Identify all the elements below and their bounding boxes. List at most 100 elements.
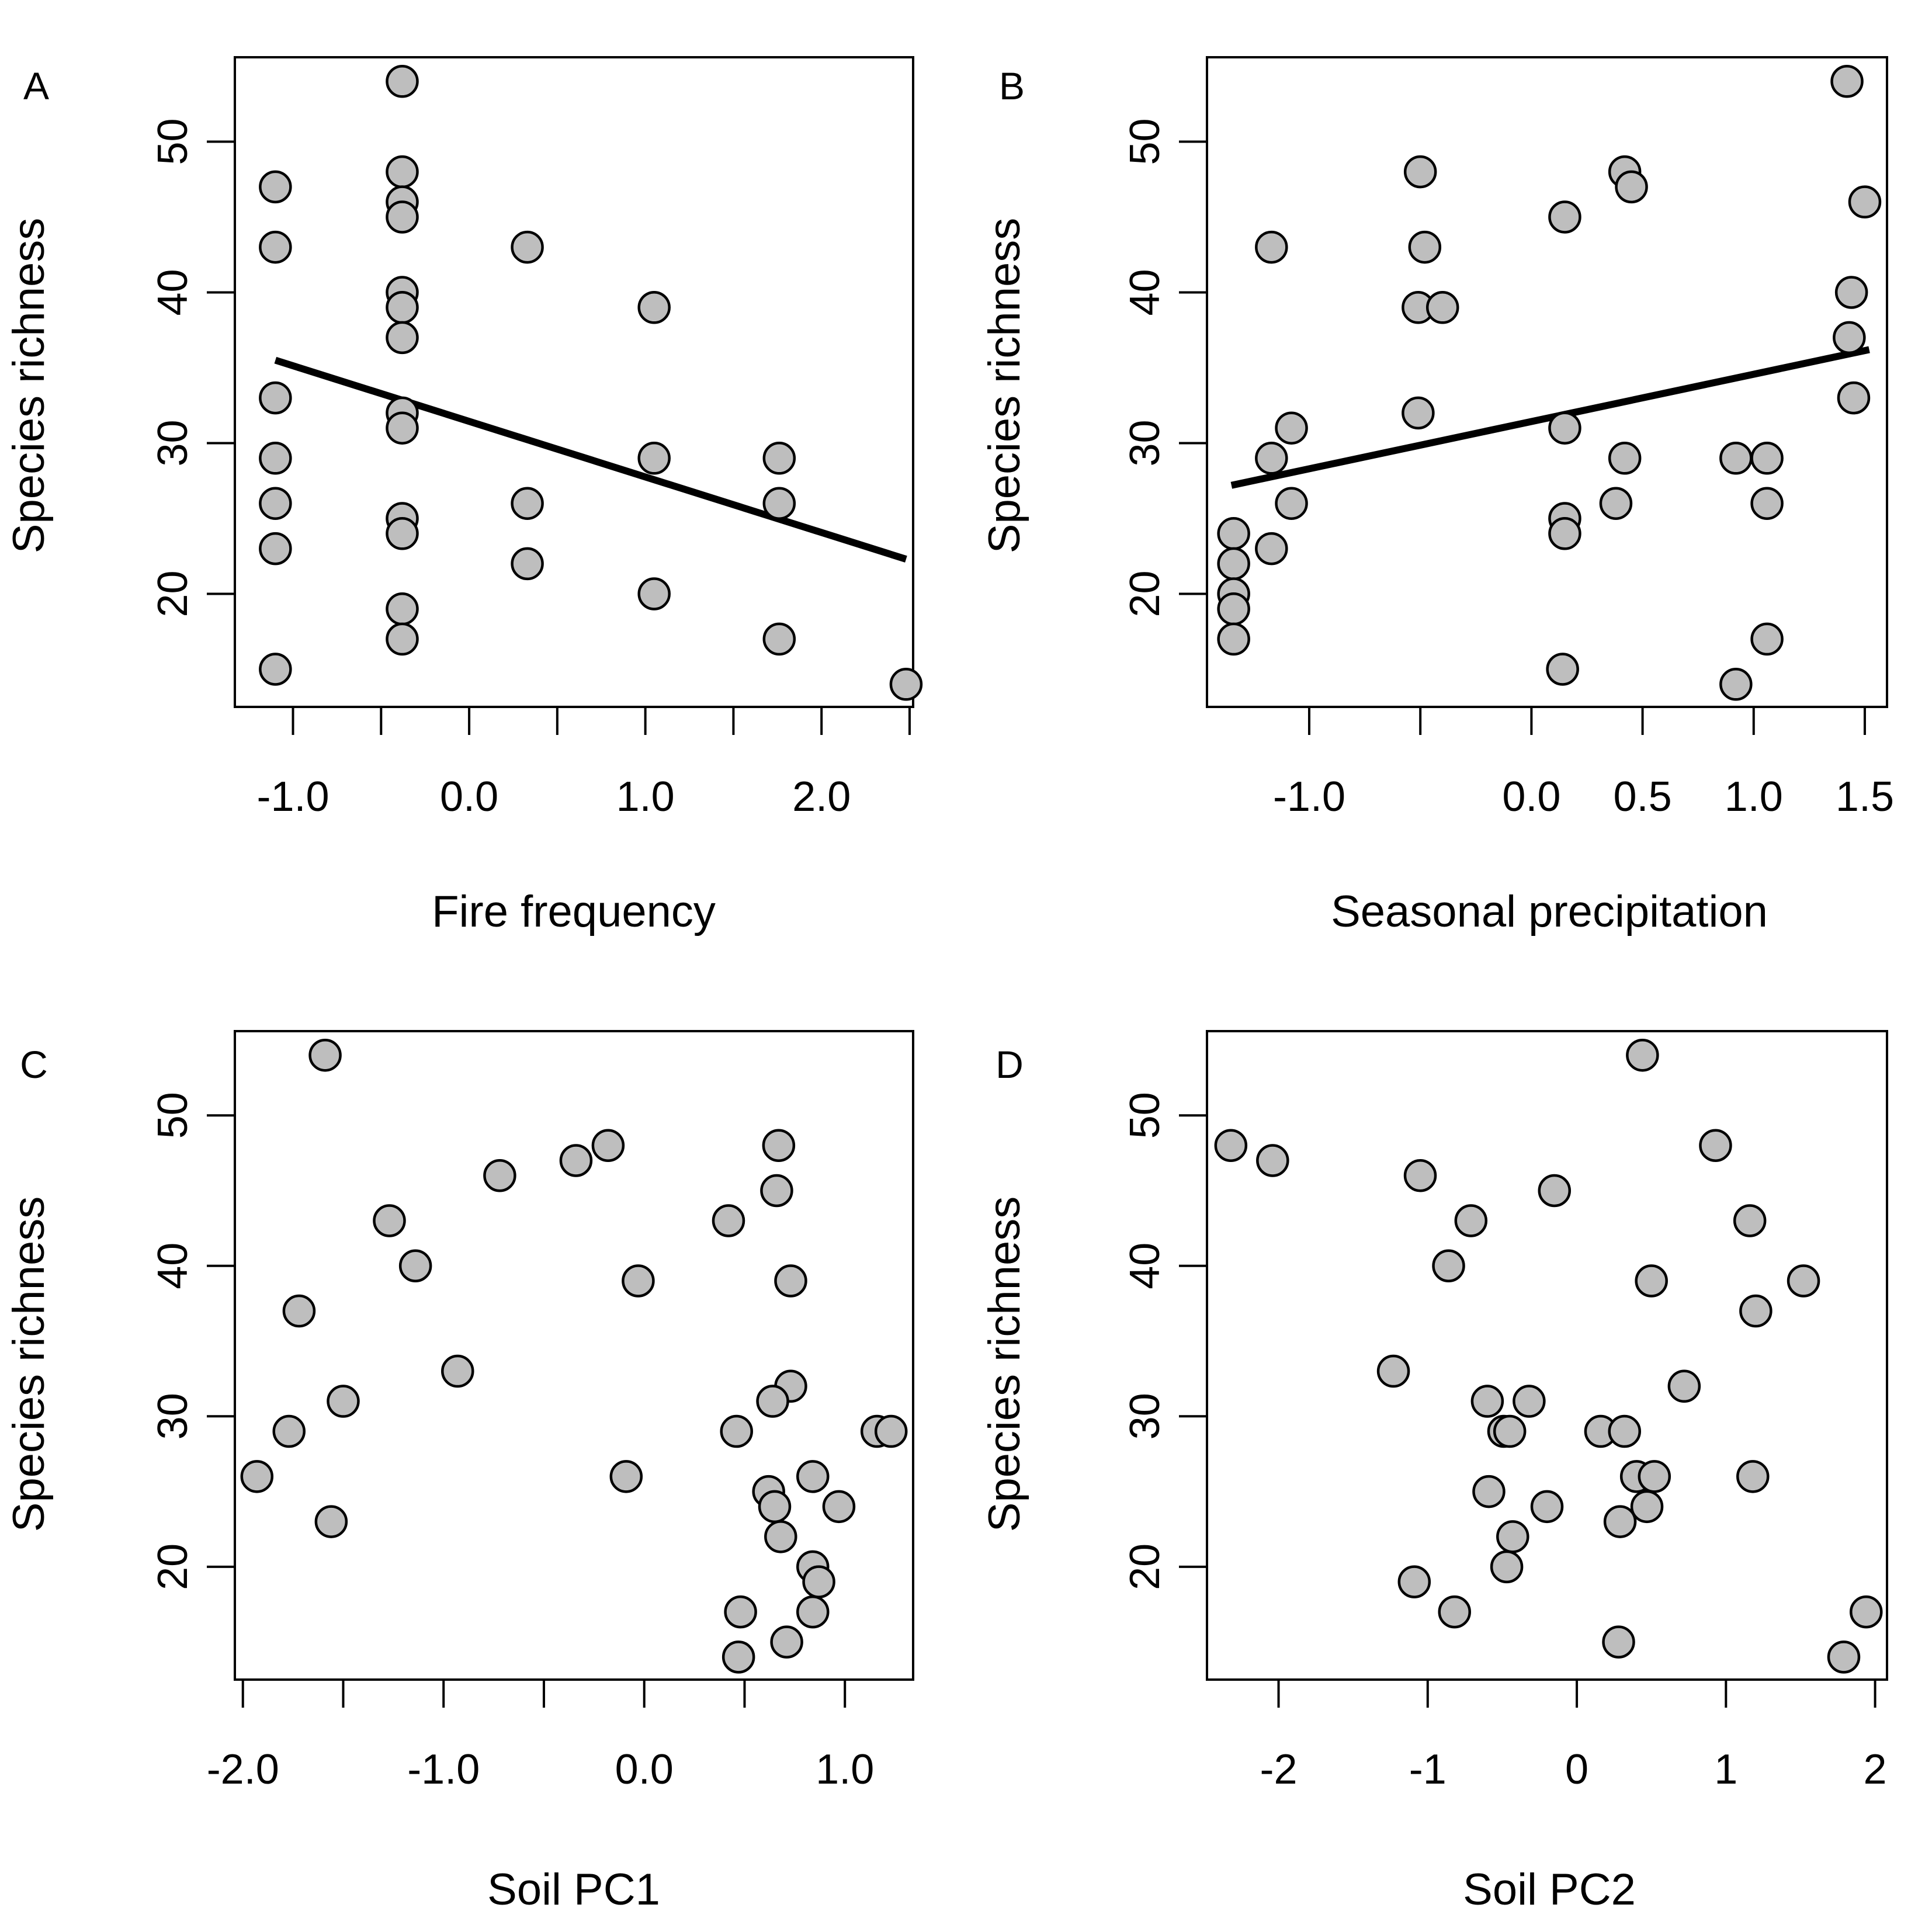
data-point-b — [1719, 668, 1753, 701]
axis-ticks-d: -2 -1 0 1 2 20 30 40 50 — [1122, 1030, 1888, 1793]
data-point-d — [1635, 1264, 1668, 1298]
data-point-c — [762, 1129, 796, 1162]
data-point-d — [1513, 1385, 1546, 1418]
data-point-a — [511, 547, 544, 581]
data-point-a — [637, 291, 671, 324]
data-point-c — [622, 1264, 655, 1298]
data-point-a — [889, 668, 923, 701]
data-point-a — [259, 230, 292, 264]
data-point-a — [386, 517, 419, 550]
data-point-d — [1438, 1595, 1471, 1629]
data-point-c — [874, 1414, 908, 1448]
x-tick-label-a: 2.0 — [792, 774, 851, 820]
data-point-b — [1834, 276, 1868, 309]
data-point-c — [591, 1129, 625, 1162]
y-axis-label-d: Species richness — [980, 1196, 1029, 1532]
panel-a: A Species richness Fire frequency -1.0 0.… — [4, 56, 923, 936]
data-point-c — [796, 1595, 830, 1629]
data-point-c — [796, 1460, 830, 1493]
y-tick-label-c: 20 — [150, 1543, 196, 1590]
panel-label-b: B — [999, 64, 1025, 107]
data-point-d — [1667, 1369, 1701, 1403]
plot-frame-c — [234, 1030, 914, 1681]
y-tick-label-b: 50 — [1122, 118, 1168, 165]
regression-line-a — [274, 356, 907, 563]
data-point-b — [1837, 381, 1871, 415]
data-point-a — [637, 577, 671, 611]
data-point-b — [1402, 396, 1435, 430]
data-point-c — [724, 1595, 757, 1629]
y-tick-label-b: 40 — [1122, 269, 1168, 315]
data-point-b — [1425, 291, 1459, 324]
data-point-b — [1608, 442, 1642, 475]
data-point-b — [1255, 532, 1288, 566]
data-point-b — [1255, 230, 1288, 264]
data-point-c — [314, 1505, 348, 1538]
y-tick-label-a: 50 — [150, 118, 196, 165]
data-point-b — [1255, 442, 1288, 475]
data-point-d — [1214, 1129, 1248, 1162]
axis-ticks-c: -2.0 -1.0 0.0 1.0 20 30 40 50 — [150, 1030, 914, 1793]
data-point-a — [386, 622, 419, 656]
data-point-b — [1615, 170, 1648, 204]
data-point-c — [373, 1204, 406, 1237]
data-point-d — [1638, 1460, 1671, 1493]
x-tick-label-a: 1.0 — [616, 774, 675, 820]
data-point-a — [762, 487, 796, 520]
data-point-c — [802, 1565, 835, 1598]
panel-d: D Species richness Soil PC2 -2 -1 0 1 2 20 30 4… — [980, 1030, 1888, 1914]
panel-label-c: C — [20, 1043, 48, 1086]
data-point-b — [1275, 411, 1308, 445]
data-point-c — [764, 1520, 797, 1553]
data-point-b — [1403, 155, 1437, 189]
data-point-c — [398, 1249, 432, 1283]
data-point-c — [756, 1385, 789, 1418]
y-tick-label-d: 40 — [1122, 1243, 1168, 1289]
plot-frame-b — [1206, 56, 1888, 708]
data-point-d — [1472, 1475, 1506, 1508]
x-tick-label-a: -1.0 — [256, 774, 329, 820]
data-point-c — [308, 1038, 342, 1072]
data-point-a — [637, 442, 671, 475]
data-point-a — [259, 653, 292, 686]
y-tick-label-b: 20 — [1122, 570, 1168, 617]
data-point-c — [712, 1204, 745, 1237]
x-axis-label-c: Soil PC1 — [487, 1865, 660, 1914]
data-point-a — [762, 622, 796, 656]
data-point-d — [1397, 1565, 1431, 1598]
y-tick-label-c: 30 — [150, 1393, 196, 1440]
plot-frame-a — [234, 56, 914, 708]
panel-label-a: A — [23, 64, 49, 107]
y-tick-label-b: 30 — [1122, 419, 1168, 466]
y-tick-label-c: 40 — [150, 1243, 196, 1289]
y-tick-label-d: 50 — [1122, 1092, 1168, 1139]
data-point-c — [722, 1640, 755, 1674]
data-point-d — [1403, 1158, 1437, 1192]
data-point-d — [1454, 1204, 1488, 1237]
x-tick-label-d: -2 — [1260, 1746, 1298, 1793]
x-tick-label-b: 0.5 — [1614, 774, 1672, 820]
data-point-c — [609, 1460, 643, 1493]
plot-frame-d — [1206, 1030, 1888, 1681]
data-point-c — [720, 1414, 753, 1448]
plot-area-d — [1214, 1038, 1883, 1674]
plot-area-c — [240, 1038, 908, 1674]
y-tick-label-a: 30 — [150, 419, 196, 466]
y-axis-label-b: Species richness — [980, 218, 1029, 554]
plot-area-a — [259, 65, 923, 701]
y-tick-label-a: 20 — [150, 570, 196, 617]
x-tick-label-d: 0 — [1565, 1746, 1588, 1793]
x-axis-label-b: Seasonal precipitation — [1331, 887, 1768, 936]
data-point-d — [1256, 1144, 1289, 1177]
plot-area-b — [1217, 65, 1882, 701]
data-point-b — [1548, 411, 1581, 445]
x-tick-label-b: -1.0 — [1273, 774, 1345, 820]
data-point-b — [1217, 547, 1250, 581]
axis-ticks-a: -1.0 0.0 1.0 2.0 20 30 40 50 — [150, 56, 914, 820]
data-point-c — [559, 1144, 593, 1177]
x-tick-label-d: 2 — [1864, 1746, 1887, 1793]
panel-c: C Species richness Soil PC1 -2.0 -1.0 0.0 1… — [4, 1030, 914, 1914]
data-point-d — [1630, 1490, 1664, 1524]
data-point-c — [282, 1294, 316, 1328]
